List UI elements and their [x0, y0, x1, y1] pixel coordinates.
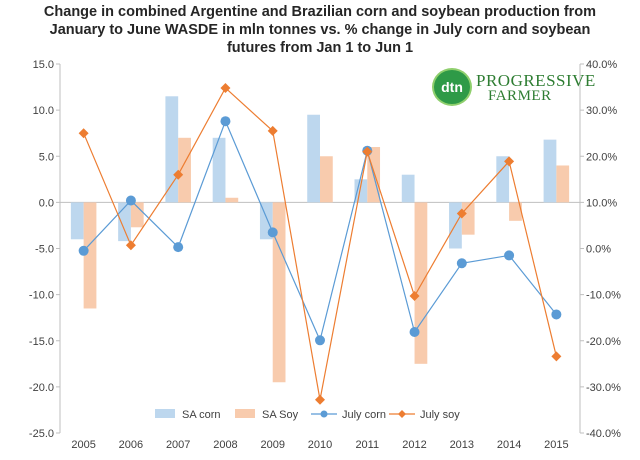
point-july-soy-2008: [220, 82, 231, 93]
bar-sa-soy-2014: [509, 202, 522, 221]
legend-item-july-corn: July corn: [311, 409, 386, 421]
left-tick-label: -5.0: [35, 244, 54, 256]
bar-sa-corn-2005: [70, 202, 84, 240]
x-tick-label: 2006: [119, 439, 143, 451]
point-july-soy-2006: [125, 240, 136, 251]
x-tick-label: 2011: [355, 439, 379, 451]
bar-sa-soy-2007: [178, 137, 191, 203]
chart-title-line-1: Change in combined Argentine and Brazili…: [43, 4, 597, 20]
x-tick-label: 2010: [308, 439, 332, 451]
bar-sa-soy-2006: [130, 202, 144, 228]
right-tick-label: -30.0%: [586, 382, 621, 394]
logo-badge-text: dtn: [441, 79, 463, 95]
x-tick-label: 2013: [450, 439, 474, 451]
left-tick-label: -15.0: [29, 336, 54, 348]
bar-sa-soy-2009: [272, 202, 286, 383]
bar-sa-soy-2008: [225, 197, 239, 203]
x-tick-label: 2007: [166, 439, 190, 451]
x-tick-label: 2009: [260, 439, 284, 451]
x-tick-label: 2008: [213, 439, 237, 451]
x-tick-label: 2012: [402, 439, 426, 451]
legend-item-july-soy: July soy: [389, 409, 460, 421]
point-july-soy-2007: [173, 169, 184, 180]
logo-text-progressive: PROGRESSIVE: [476, 71, 596, 90]
bar-sa-corn-2014: [496, 156, 510, 203]
tick-labels: 15.0 10.0 5.0 0.0 -5.0 -10.0 -15.0 -20.0 -25.0 40…: [29, 59, 621, 451]
point-july-corn-2005: [78, 245, 89, 256]
x-tick-label: 2005: [71, 439, 95, 451]
point-july-corn-2010: [315, 335, 325, 346]
bar-sa-corn-2012: [401, 174, 415, 203]
left-tick-label: 10.0: [33, 105, 54, 117]
point-july-soy-2015: [551, 351, 562, 362]
chart-title: Change in combined Argentine and Brazili…: [0, 3, 640, 57]
bar-series: [70, 96, 570, 383]
logo-text-farmer: FARMER: [488, 88, 552, 104]
right-tick-label: -20.0%: [586, 336, 621, 348]
legend-item-sa-soy: SA Soy: [235, 409, 299, 421]
point-july-soy-2010: [315, 394, 325, 405]
legend-label: July soy: [420, 409, 460, 421]
left-tick-label: -10.0: [29, 290, 54, 302]
right-tick-label: 10.0%: [586, 197, 617, 209]
right-tick-label: 0.0%: [586, 244, 611, 256]
bar-sa-corn-2015: [543, 139, 557, 203]
legend-marker: [398, 410, 406, 418]
point-july-corn-2014: [504, 250, 515, 261]
bar-sa-corn-2011: [354, 179, 368, 203]
left-tick-label: -20.0: [29, 382, 54, 394]
legend-label: SA corn: [182, 409, 221, 421]
legend-item-sa-corn: SA corn: [155, 409, 221, 421]
legend-marker: [320, 410, 328, 418]
axes: [56, 63, 584, 434]
point-july-corn-2006: [125, 195, 136, 206]
x-tick-label: 2014: [497, 439, 521, 451]
legend-swatch: [155, 409, 175, 418]
bar-sa-soy-2010: [320, 156, 333, 203]
point-july-corn-2009: [267, 227, 278, 238]
bar-sa-soy-2012: [414, 202, 428, 364]
bar-sa-corn-2006: [118, 202, 131, 242]
left-tick-label: 0.0: [39, 197, 54, 209]
line-series: [78, 82, 562, 405]
dtn-badge-icon: dtn: [432, 68, 472, 106]
bar-sa-soy-2015: [556, 165, 570, 203]
dtn-progressive-farmer-logo: dtn PROGRESSIVE FARMER: [432, 68, 595, 108]
legend: SA corn SA Soy July corn July soy: [155, 409, 460, 421]
point-july-soy-2011: [362, 146, 373, 157]
point-july-soy-2009: [267, 125, 278, 136]
right-tick-label: 30.0%: [586, 105, 617, 117]
left-tick-label: 15.0: [33, 59, 54, 71]
right-tick-label: 40.0%: [586, 59, 617, 71]
chart-title-line-3: futures from Jan 1 to Jun 1: [226, 40, 414, 56]
point-july-corn-2012: [409, 326, 420, 337]
chart-title-line-2: January to June WASDE in mln tonnes vs. …: [49, 22, 591, 38]
right-tick-label: -40.0%: [586, 428, 621, 440]
point-july-soy-2005: [78, 128, 89, 139]
bar-sa-corn-2008: [212, 137, 226, 203]
point-july-soy-2013: [456, 208, 467, 219]
right-tick-label: -10.0%: [586, 290, 621, 302]
left-tick-label: 5.0: [39, 151, 54, 163]
left-tick-label: -25.0: [29, 428, 54, 440]
legend-label: SA Soy: [262, 409, 299, 421]
point-july-corn-2015: [551, 309, 562, 320]
bar-sa-soy-2005: [83, 202, 97, 309]
bar-sa-corn-2010: [307, 114, 320, 203]
point-july-corn-2007: [173, 242, 184, 253]
legend-label: July corn: [342, 409, 386, 421]
point-july-corn-2008: [220, 116, 231, 127]
point-july-soy-2012: [409, 291, 420, 302]
bar-sa-corn-2007: [165, 96, 179, 203]
x-tick-label: 2015: [544, 439, 568, 451]
point-july-soy-2014: [504, 156, 515, 167]
point-july-corn-2013: [456, 258, 467, 269]
right-tick-label: 20.0%: [586, 151, 617, 163]
legend-swatch: [235, 409, 255, 418]
